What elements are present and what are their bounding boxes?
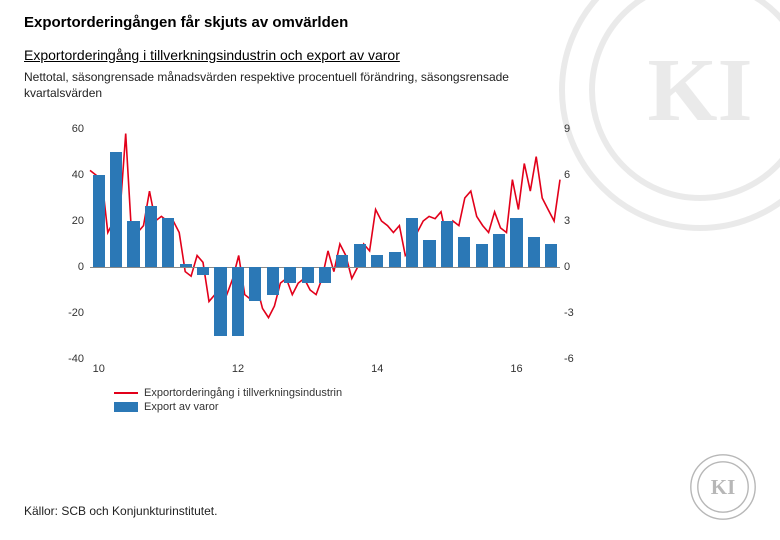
x-axis: 10 12 14 16 xyxy=(90,363,560,379)
bar xyxy=(510,218,522,267)
line-series xyxy=(90,129,560,359)
page-subtitle: Exportorderingång i tillverkningsindustr… xyxy=(24,47,756,63)
legend-swatch-line xyxy=(114,392,138,394)
bar xyxy=(162,218,174,267)
y-tick-right: 0 xyxy=(564,261,570,273)
y-tick-right: 9 xyxy=(564,123,570,135)
bar xyxy=(127,221,139,267)
chart: -40 -20 0 20 40 60 -6 -3 0 3 6 9 10 12 14 16 Exportor… xyxy=(54,119,594,419)
bar xyxy=(545,244,557,267)
legend-row-line: Exportorderingång i tillverkningsindustr… xyxy=(114,387,342,399)
bar xyxy=(528,237,540,268)
bar xyxy=(93,175,105,267)
bar xyxy=(180,264,192,267)
bar xyxy=(284,267,296,282)
y-tick-right: 3 xyxy=(564,215,570,227)
bar xyxy=(267,267,279,295)
bar xyxy=(319,267,331,282)
plot-area xyxy=(90,129,560,359)
bar xyxy=(406,218,418,267)
bar xyxy=(249,267,261,301)
bar xyxy=(232,267,244,336)
y-axis-left: -40-200204060 xyxy=(54,129,88,359)
sources: Källor: SCB och Konjunkturinstitutet. xyxy=(24,504,217,518)
y-tick-left: 40 xyxy=(72,169,84,181)
bar xyxy=(197,267,209,275)
y-tick-left: -20 xyxy=(68,307,84,319)
x-label: 14 xyxy=(371,363,383,375)
x-label: 10 xyxy=(93,363,105,375)
bar xyxy=(371,255,383,267)
y-tick-right: 6 xyxy=(564,169,570,181)
x-label: 12 xyxy=(232,363,244,375)
bar xyxy=(493,234,505,268)
svg-text:KI: KI xyxy=(711,475,736,499)
y-tick-right: -3 xyxy=(564,307,574,319)
bar xyxy=(458,237,470,268)
page-title: Exportorderingången får skjuts av omvärl… xyxy=(24,14,756,31)
page: KI Exportorderingången får skjuts av omv… xyxy=(0,0,780,540)
y-tick-left: 60 xyxy=(72,123,84,135)
bar xyxy=(354,244,366,267)
legend-row-bars: Export av varor xyxy=(114,401,342,413)
y-tick-left: 0 xyxy=(78,261,84,273)
legend-swatch-bars xyxy=(114,402,138,412)
y-tick-right: -6 xyxy=(564,353,574,365)
bar xyxy=(423,240,435,268)
bar xyxy=(336,255,348,267)
bar xyxy=(302,267,314,282)
legend-label-line: Exportorderingång i tillverkningsindustr… xyxy=(144,387,342,399)
bar xyxy=(389,252,401,267)
line-path xyxy=(90,134,560,318)
y-axis-right: -6-30369 xyxy=(560,129,592,359)
legend: Exportorderingång i tillverkningsindustr… xyxy=(114,387,342,415)
ki-watermark-small: KI xyxy=(688,452,758,522)
legend-label-bars: Export av varor xyxy=(144,401,219,413)
bar xyxy=(110,152,122,267)
bar xyxy=(145,206,157,267)
page-note: Nettotal, säsongrensade månadsvärden res… xyxy=(24,69,584,101)
bar xyxy=(476,244,488,267)
y-tick-left: 20 xyxy=(72,215,84,227)
bar xyxy=(441,221,453,267)
bar xyxy=(214,267,226,336)
y-tick-left: -40 xyxy=(68,353,84,365)
x-label: 16 xyxy=(510,363,522,375)
